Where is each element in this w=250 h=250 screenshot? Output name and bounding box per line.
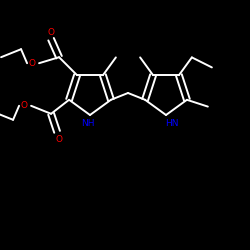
Text: O: O — [48, 28, 54, 37]
Text: HN: HN — [165, 118, 179, 128]
Text: O: O — [28, 59, 35, 68]
Text: NH: NH — [81, 118, 95, 128]
Text: O: O — [20, 101, 28, 110]
Text: O: O — [56, 135, 62, 144]
